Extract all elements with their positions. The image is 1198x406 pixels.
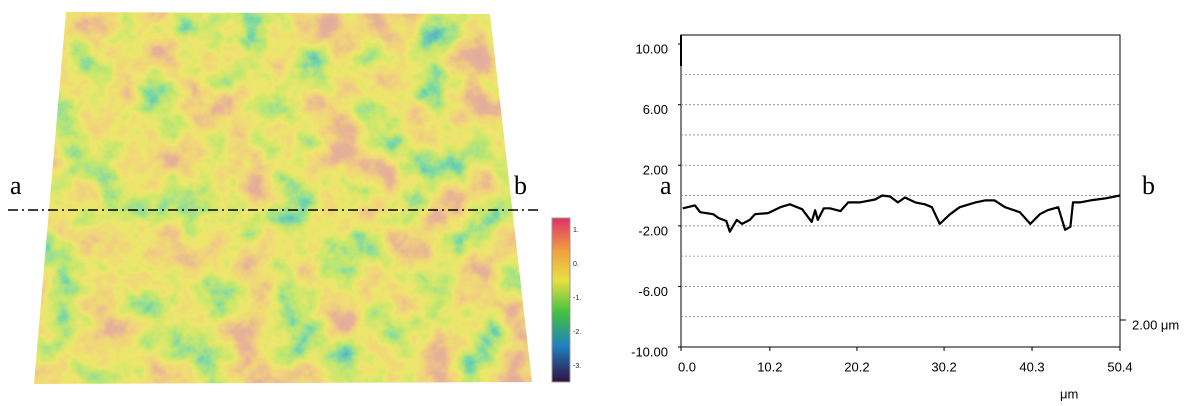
colorbar-label: -1.	[573, 295, 581, 302]
colorbar-label: 1.	[573, 227, 579, 234]
x-tick-label: 40.3	[1019, 359, 1044, 374]
colorbar-labels: 1. 0. -1. -2. -3.	[573, 227, 581, 370]
colorbar-label: 0.	[573, 261, 579, 268]
plot-area: 10.00 6.00 2.00 -2.00 -6.00 -10.00 0.0 10.2 20.2…	[631, 42, 1133, 375]
section-end-label: b	[514, 171, 527, 200]
plot-frame	[680, 34, 1121, 348]
x-tick-label: 30.2	[931, 359, 956, 374]
surface-map	[34, 12, 532, 384]
y-tick-label: 10.00	[635, 42, 668, 57]
y-tick-label: 6.00	[643, 102, 668, 117]
colorbar	[551, 217, 571, 383]
y-tick-label: 2.00	[643, 163, 668, 178]
x-tick-label: 10.2	[757, 359, 782, 374]
scale-annotation: 2.00 μm	[1132, 317, 1179, 332]
x-axis-label: μm	[1060, 386, 1078, 401]
profile-start-label: a	[660, 171, 672, 200]
profile-line	[682, 194, 1121, 233]
colorbar-label: -2.	[573, 329, 581, 336]
profile-end-label: b	[1142, 171, 1155, 200]
y-tick-label: -2.00	[638, 223, 668, 238]
x-tick-label: 50.4	[1107, 359, 1132, 374]
colorbar-label: -3.	[573, 363, 581, 370]
y-tick-label: -6.00	[638, 284, 668, 299]
surface-texture	[34, 12, 532, 384]
section-start-label: a	[10, 171, 22, 200]
x-tick-label: 0.0	[678, 359, 696, 374]
y-tick-label: -10.00	[631, 344, 668, 359]
x-tick-label: 20.2	[844, 359, 869, 374]
